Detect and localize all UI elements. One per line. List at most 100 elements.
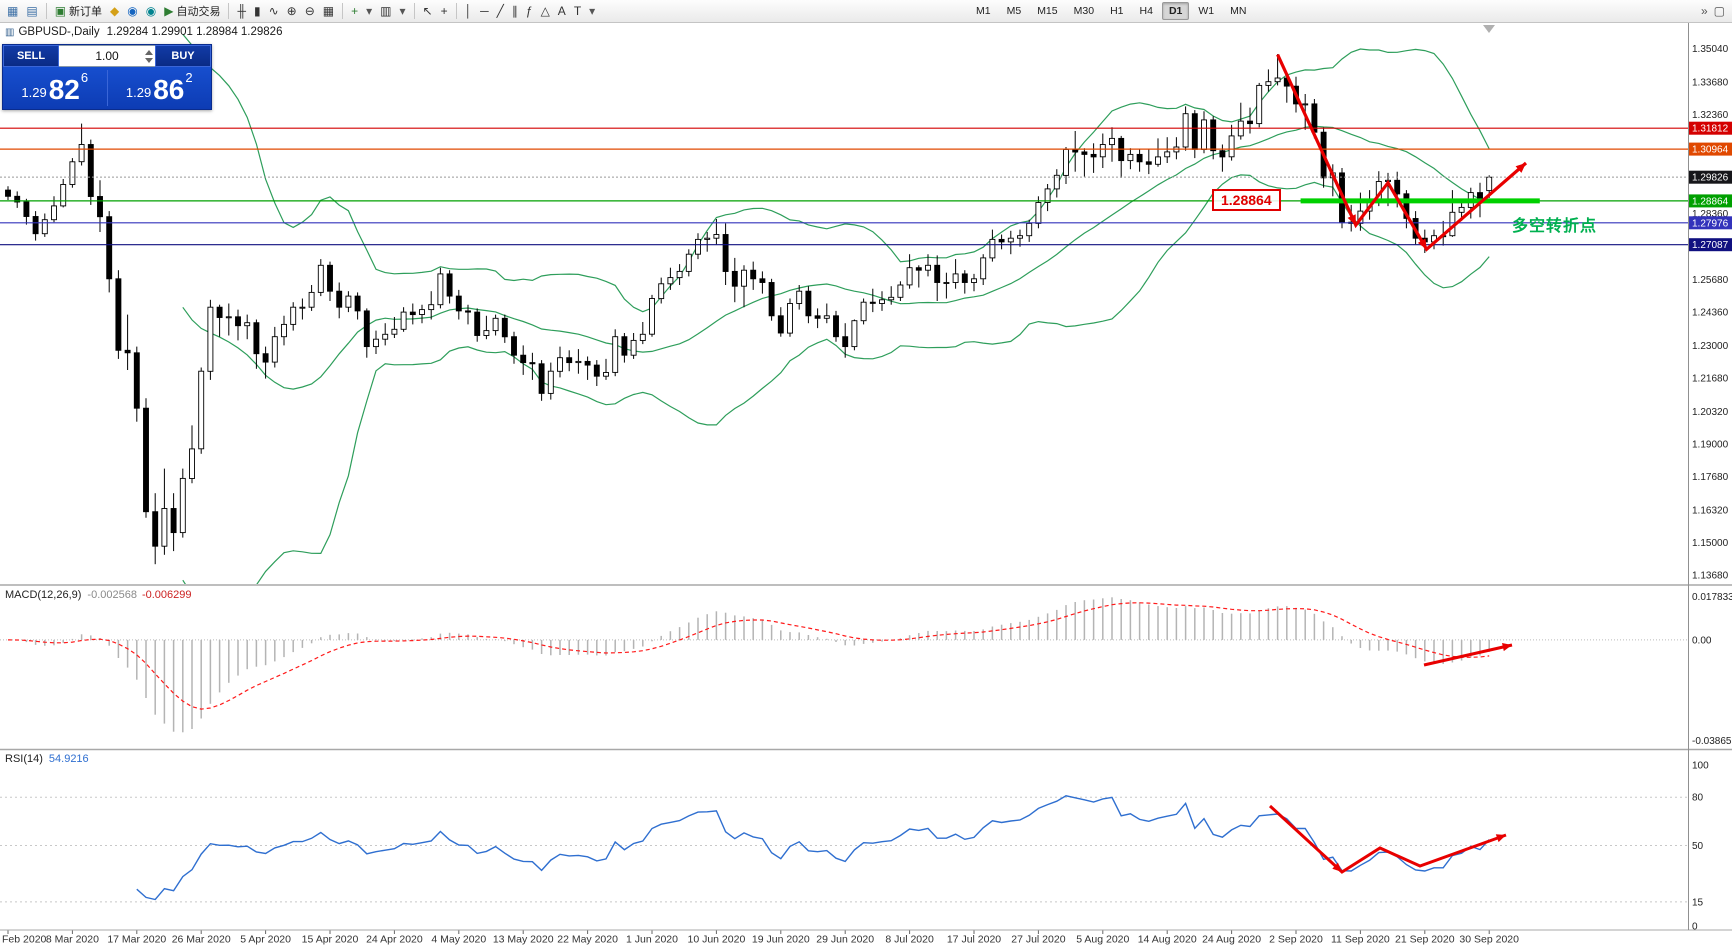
tile-windows-icon[interactable]: ▦: [320, 2, 337, 20]
trend-arrow[interactable]: [1268, 804, 1507, 874]
crosshair-icon[interactable]: +: [438, 2, 451, 20]
text-label-icon: T: [573, 4, 582, 18]
new-chart-icon[interactable]: ▦: [4, 2, 21, 20]
trend-arrow-head: [1347, 214, 1356, 226]
cursor-icon[interactable]: ↖: [420, 2, 436, 20]
price-axis-label: 1.35040: [1692, 44, 1729, 55]
text-icon[interactable]: A: [555, 2, 569, 20]
autotrading-button[interactable]: ▶ 自动交易: [161, 2, 223, 20]
window-menu-icon[interactable]: ▢: [1713, 4, 1725, 18]
toolbar-separator: [342, 3, 344, 19]
price-level-badge-label: 1.30964: [1692, 145, 1729, 156]
timeframe-m5[interactable]: M5: [1006, 5, 1022, 17]
profiles-icon[interactable]: ▤: [23, 2, 40, 20]
price-level-badge: [1688, 216, 1732, 230]
community-icon: ◉: [127, 4, 138, 18]
price-axis-label: 1.32360: [1692, 110, 1729, 121]
turning-point-note[interactable]: 多空转折点: [1512, 218, 1598, 235]
horn-icon[interactable]: ◆: [107, 2, 122, 20]
line-chart-icon: ∿: [268, 4, 279, 18]
tile-windows-icon: ▦: [322, 4, 335, 18]
trend-arrow[interactable]: [1276, 53, 1528, 252]
fibonacci-icon: ƒ: [525, 4, 533, 18]
price-axis[interactable]: [1688, 22, 1732, 930]
volume-input[interactable]: 1.00: [59, 45, 155, 67]
timeframe-d1[interactable]: D1: [1161, 2, 1190, 20]
trendline-icon[interactable]: ╱: [494, 2, 507, 20]
date-axis-label: 14 Aug 2020: [1138, 934, 1197, 946]
channel-icon[interactable]: ∥: [509, 2, 521, 20]
rsi-value: 54.9216: [48, 753, 89, 765]
templates-dropdown-icon: ▾: [399, 4, 406, 18]
price-level-badge: [1688, 170, 1732, 184]
templates-dropdown-icon[interactable]: ▾: [397, 2, 409, 20]
timeframe-w1[interactable]: W1: [1198, 5, 1215, 17]
time-axis[interactable]: [0, 930, 1688, 949]
chart-symbol-period: GBPUSD-,Daily: [18, 26, 100, 38]
trend-arrow[interactable]: [1423, 643, 1513, 667]
line-chart-icon[interactable]: ∿: [266, 2, 282, 20]
pane-resize-handle[interactable]: [0, 747, 1688, 752]
community-icon[interactable]: ◉: [124, 2, 140, 20]
price-axis-label: 1.17680: [1692, 472, 1729, 483]
vertical-line-icon: │: [464, 4, 473, 18]
toolbar-right-group: » ▢: [1698, 0, 1728, 22]
price-axis-label: 1.21680: [1692, 373, 1729, 384]
price-level-badge-label: 1.27087: [1692, 240, 1729, 251]
candlestick-icon[interactable]: ▮: [251, 2, 264, 20]
timeframe-h4[interactable]: H4: [1139, 5, 1153, 17]
date-axis-label: 5 Apr 2020: [240, 934, 291, 946]
date-axis-label: 2 Sep 2020: [1269, 934, 1323, 946]
date-axis-label: 19 Jun 2020: [752, 934, 810, 946]
toolbar-overflow-icon[interactable]: »: [1700, 4, 1708, 18]
support-price-label[interactable]: 1.28864: [1212, 189, 1281, 211]
buy-price[interactable]: 1.29 86 2: [108, 67, 212, 109]
zoom-in-icon[interactable]: ⊕: [284, 2, 300, 20]
macd-signal-value: -0.006299: [141, 589, 192, 601]
cursor-icon: ↖: [422, 4, 433, 18]
bollinger-band-up: [182, 33, 1490, 313]
vertical-line-icon[interactable]: │: [462, 2, 476, 20]
rsi-scale-label: 15: [1692, 897, 1704, 908]
price-axis-label: 1.24360: [1692, 307, 1729, 318]
shapes-icon[interactable]: △: [538, 2, 553, 20]
timeframe-m30[interactable]: M30: [1073, 5, 1095, 17]
chart-shift-marker[interactable]: [1483, 25, 1495, 33]
indicators-icon[interactable]: +: [348, 2, 361, 20]
timeframe-m15[interactable]: M15: [1037, 5, 1058, 17]
indicators-dropdown-icon[interactable]: ▾: [363, 2, 375, 20]
horizontal-line-icon[interactable]: ─: [477, 2, 492, 20]
new-order-button[interactable]: ▣ 新订单: [52, 2, 105, 20]
trend-arrow-head: [1502, 643, 1512, 652]
bar-chart-icon[interactable]: ╫: [234, 2, 249, 20]
macd-pane-label: MACD(12,26,9) -0.002568 -0.006299: [5, 589, 192, 601]
date-axis-label: 5 Aug 2020: [1076, 934, 1129, 946]
price-level-badge: [1688, 121, 1732, 135]
pane-resize-handle[interactable]: [0, 583, 1688, 588]
bollinger-band-mid: [182, 125, 1490, 390]
fibonacci-icon[interactable]: ƒ: [523, 2, 536, 20]
volume-down-icon[interactable]: [145, 57, 153, 63]
text-label-icon[interactable]: T: [571, 2, 584, 20]
volume-up-icon[interactable]: [145, 49, 153, 55]
date-axis-label: 10 Jun 2020: [687, 934, 745, 946]
sell-button[interactable]: SELL: [3, 45, 59, 67]
arrows-dropdown-icon[interactable]: ▾: [586, 2, 598, 20]
timeframe-h1[interactable]: H1: [1110, 5, 1124, 17]
timeframe-m1[interactable]: M1: [976, 5, 991, 17]
date-axis-label: Feb 2020: [2, 934, 47, 946]
trendline-icon: ╱: [496, 4, 504, 18]
help-icon: ◉: [145, 4, 157, 18]
timeframe-mn[interactable]: MN: [1230, 5, 1247, 17]
time-axis-labels: Feb 2020 8 Mar 2020 17 Mar 2020 26 Mar 2020…: [2, 930, 1519, 946]
price-axis-labels: 1.35040 1.33680 1.32360 1.28360 1.25680 1.243…: [1688, 44, 1732, 933]
buy-button[interactable]: BUY: [155, 45, 211, 67]
templates-icon[interactable]: ▥: [377, 2, 394, 20]
zoom-out-icon[interactable]: ⊖: [302, 2, 318, 20]
price-level-badge: [1688, 142, 1732, 156]
sell-price[interactable]: 1.29 82 6: [3, 67, 107, 109]
horn-icon: ◆: [110, 4, 120, 18]
trend-arrow-head: [1417, 238, 1427, 250]
help-icon[interactable]: ◉: [143, 2, 159, 20]
